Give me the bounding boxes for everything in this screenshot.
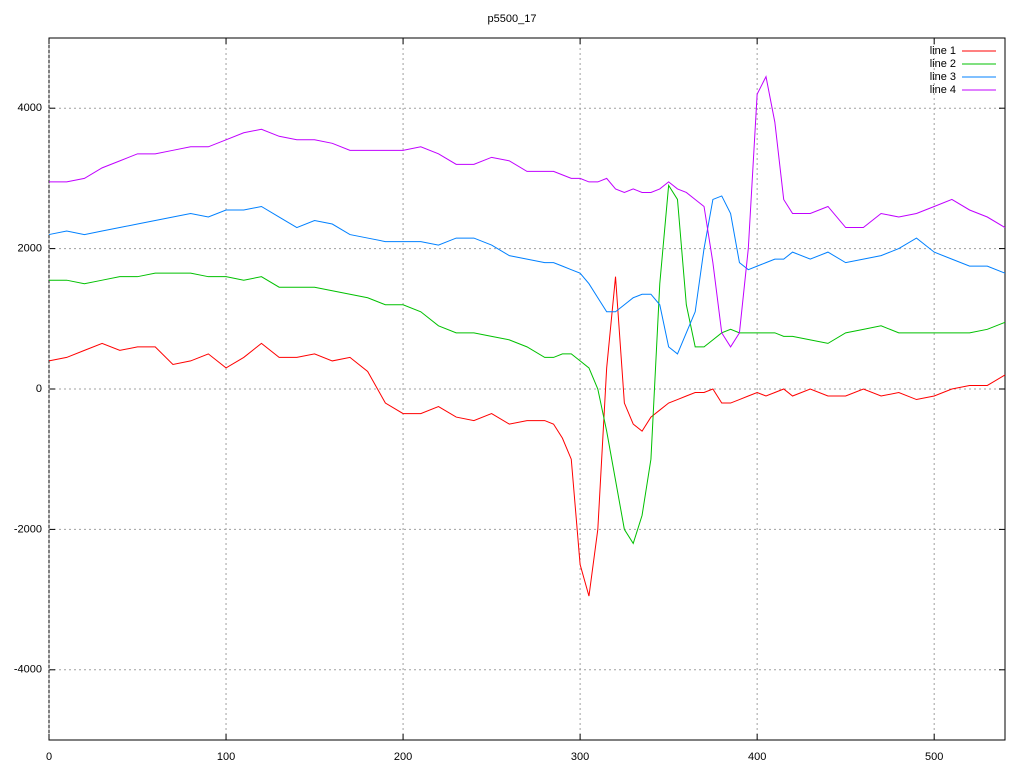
x-tick-label: 500 (925, 751, 943, 763)
y-tick-label: 4000 (18, 102, 42, 114)
legend-label: line 1 (930, 45, 956, 57)
y-tick-label: -2000 (14, 523, 42, 535)
legend-label: line 3 (930, 71, 956, 83)
legend-label: line 2 (930, 58, 956, 70)
plot-frame (48, 37, 1006, 741)
data-line (49, 75, 1006, 348)
y-tick-label: -4000 (14, 664, 42, 676)
x-tick-label: 200 (394, 751, 412, 763)
y-tick-label: 0 (36, 383, 42, 395)
chart-title: p5500_17 (488, 13, 537, 25)
data-line (49, 183, 1006, 545)
x-tick-label: 400 (748, 751, 766, 763)
legend-label: line 4 (930, 84, 956, 96)
data-line (48, 195, 1006, 355)
x-tick-label: 0 (46, 751, 52, 763)
y-tick-label: 2000 (18, 243, 42, 255)
data-line (48, 276, 1006, 597)
x-tick-label: 100 (217, 751, 235, 763)
x-tick-label: 300 (571, 751, 589, 763)
